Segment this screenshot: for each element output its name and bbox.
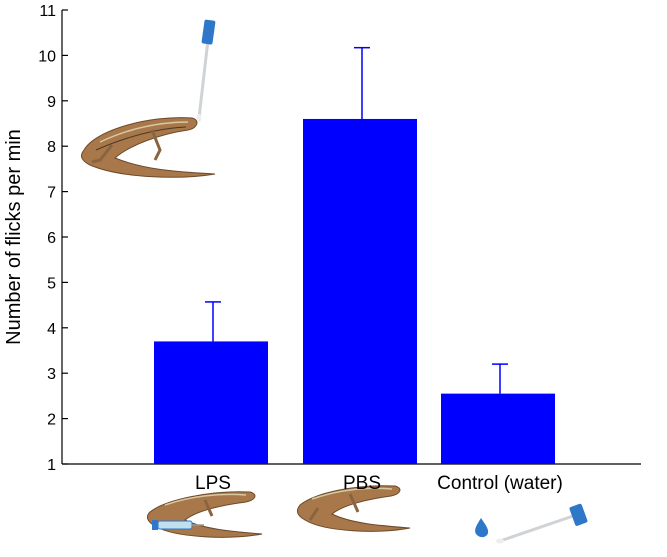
y-axis-title: Number of flicks per min — [3, 129, 25, 345]
y-tick-label: 8 — [47, 139, 56, 156]
y-tick-label: 5 — [47, 275, 56, 292]
y-tick-label: 10 — [38, 48, 56, 65]
bars — [154, 118, 555, 465]
x-tick-label: LPS — [195, 473, 231, 494]
lizard-with-swab-illustration — [81, 19, 216, 178]
y-tick-label: 11 — [39, 3, 56, 20]
y-tick-label: 2 — [47, 412, 56, 429]
y-tick-label: 9 — [47, 94, 56, 111]
bar — [154, 341, 268, 464]
x-tick-labels: LPS PBS Control (water) — [195, 473, 563, 494]
swab-illustration — [496, 503, 588, 544]
lizard-illustration — [296, 485, 411, 532]
bar — [303, 118, 417, 465]
water-drop-icon — [475, 518, 489, 538]
y-ticks: 1 2 3 4 5 6 7 8 9 10 11 — [38, 3, 68, 474]
x-tick-label: Control (water) — [437, 473, 563, 494]
y-tick-label: 1 — [47, 457, 56, 474]
y-tick-label: 7 — [47, 185, 56, 202]
lizard-with-syringe-illustration — [146, 491, 263, 538]
error-bars — [205, 46, 508, 394]
bar — [441, 393, 555, 464]
x-tick-label: PBS — [343, 473, 381, 494]
y-tick-label: 3 — [47, 366, 56, 383]
y-tick-label: 6 — [47, 230, 56, 247]
y-tick-label: 4 — [47, 321, 56, 338]
